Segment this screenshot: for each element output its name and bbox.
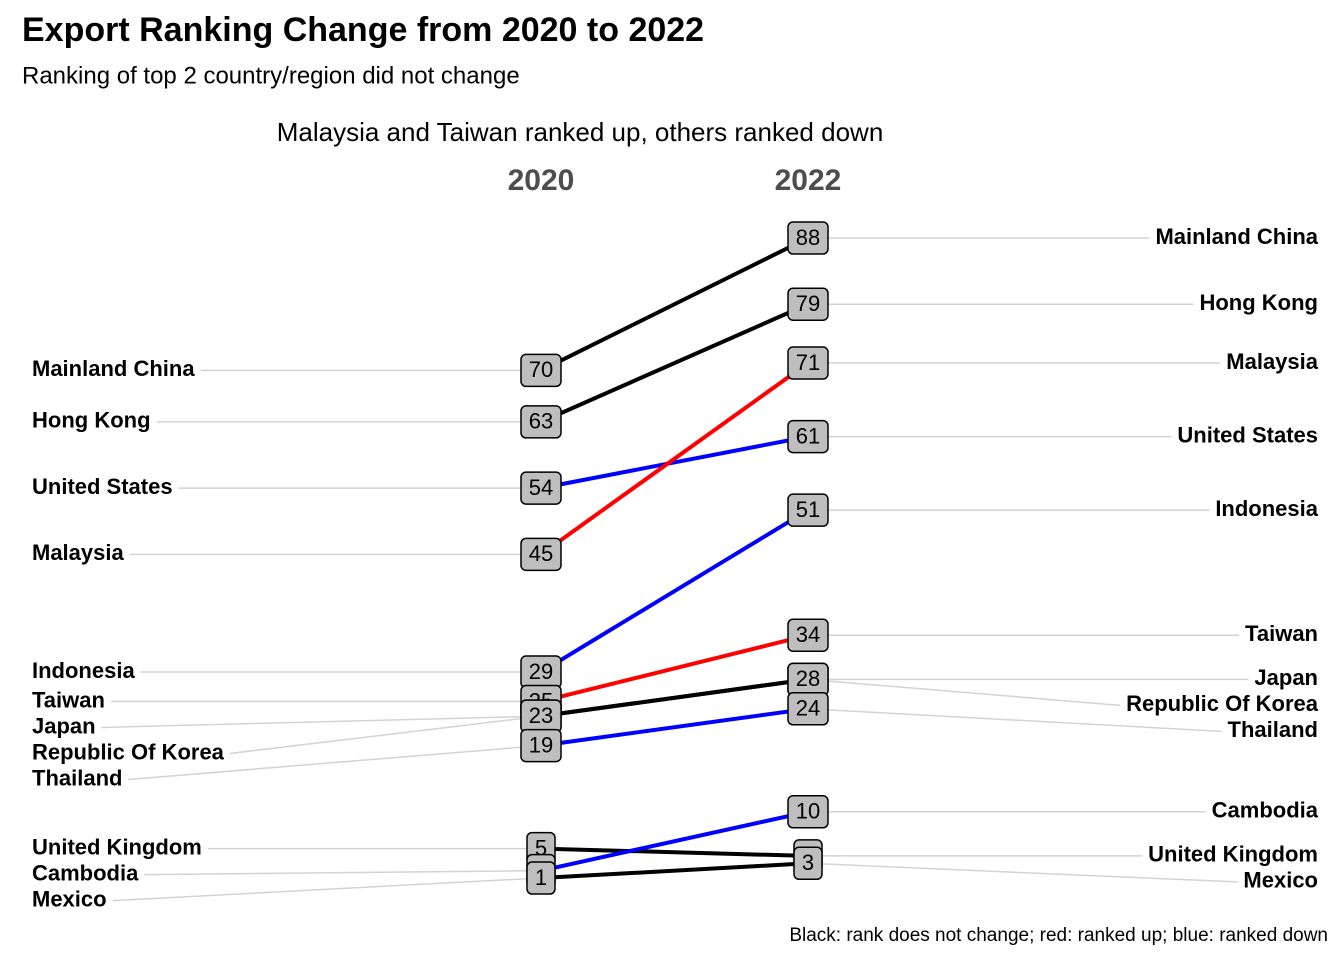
left-label: Taiwan <box>32 687 105 712</box>
right-label: Taiwan <box>1245 621 1318 646</box>
left-label: Mainland China <box>32 356 195 381</box>
value-box <box>520 405 562 439</box>
leader-line <box>101 715 542 729</box>
value-label: 29 <box>529 659 553 684</box>
right-label: Republic Of Korea <box>1126 691 1319 716</box>
leader-line <box>807 862 1238 883</box>
value-label: 71 <box>796 350 820 375</box>
left-label: Malaysia <box>32 540 124 565</box>
value-box <box>787 692 829 726</box>
value-box <box>787 346 829 380</box>
value-label: 19 <box>529 732 553 757</box>
caption: Black: rank does not change; red: ranked… <box>789 925 1328 946</box>
left-label: Mexico <box>32 886 107 911</box>
chart-subtitle: Ranking of top 2 country/region did not … <box>22 62 520 89</box>
right-label: Malaysia <box>1226 349 1318 374</box>
slope-line <box>540 706 809 748</box>
right-label: United Kingdom <box>1148 842 1318 867</box>
side-labels: Mainland China Hong Kong United States Mala… <box>32 224 1319 912</box>
value-label: 88 <box>796 225 820 250</box>
slope-line <box>540 677 809 719</box>
slope-line <box>539 508 810 674</box>
leader-lines <box>101 237 1249 902</box>
slope-line <box>540 846 809 858</box>
value-label: 45 <box>529 541 553 566</box>
chart-title: Export Ranking Change from 2020 to 2022 <box>22 11 704 49</box>
value-label: 70 <box>529 357 553 382</box>
left-label: United States <box>32 474 173 499</box>
right-label: United States <box>1177 422 1318 447</box>
column-label: 2020 <box>508 164 575 197</box>
left-label: Republic Of Korea <box>32 739 225 764</box>
leader-line <box>112 877 542 902</box>
leader-line <box>229 715 542 755</box>
right-label: Thailand <box>1228 717 1318 742</box>
slope-line <box>540 861 809 880</box>
value-box <box>520 728 562 763</box>
leader-line <box>128 744 542 781</box>
value-label: 61 <box>796 423 820 448</box>
value-label: 28 <box>796 666 820 691</box>
left-label: Cambodia <box>32 860 139 885</box>
right-label: Japan <box>1254 665 1318 690</box>
value-box <box>520 537 562 572</box>
value-box <box>526 861 556 895</box>
right-label: Hong Kong <box>1199 290 1318 315</box>
left-label: Hong Kong <box>32 408 151 433</box>
value-label: 1 <box>535 865 547 890</box>
annotation: Malaysia and Taiwan ranked up, others ra… <box>277 117 884 147</box>
left-label: United Kingdom <box>32 834 202 859</box>
leader-line <box>144 869 542 876</box>
value-boxes: 7088637954614571295125342328232819245421… <box>520 221 829 895</box>
slope-line <box>540 434 809 491</box>
value-label: 54 <box>529 475 553 500</box>
value-label: 79 <box>796 291 820 316</box>
leader-line <box>807 708 1222 733</box>
value-label: 23 <box>529 703 553 728</box>
slope-line <box>540 302 809 424</box>
column-label: 2022 <box>775 164 842 197</box>
value-box <box>793 846 823 881</box>
value-box <box>520 353 562 388</box>
value-box <box>787 618 829 652</box>
left-label: Indonesia <box>32 658 135 683</box>
value-box <box>787 221 829 255</box>
left-label: Japan <box>32 713 96 738</box>
value-label: 24 <box>796 696 820 721</box>
slope-lines <box>539 236 810 880</box>
value-label: 63 <box>529 409 553 434</box>
slope-line <box>540 633 809 704</box>
right-label: Mexico <box>1243 868 1318 893</box>
right-label: Indonesia <box>1215 496 1318 521</box>
value-box <box>520 471 562 505</box>
value-box <box>787 493 829 527</box>
slope-line <box>540 809 809 873</box>
value-box <box>787 287 829 321</box>
value-label: 34 <box>796 622 820 647</box>
slope-line <box>540 236 809 373</box>
value-label: 10 <box>796 799 820 824</box>
value-label: 51 <box>796 497 820 522</box>
value-box <box>787 795 829 829</box>
value-box <box>787 419 829 454</box>
leader-line <box>807 678 1121 707</box>
value-label: 3 <box>802 850 814 875</box>
slope-line <box>539 361 810 556</box>
right-label: Cambodia <box>1212 798 1319 823</box>
right-label: Mainland China <box>1155 224 1318 249</box>
left-label: Thailand <box>32 765 122 790</box>
